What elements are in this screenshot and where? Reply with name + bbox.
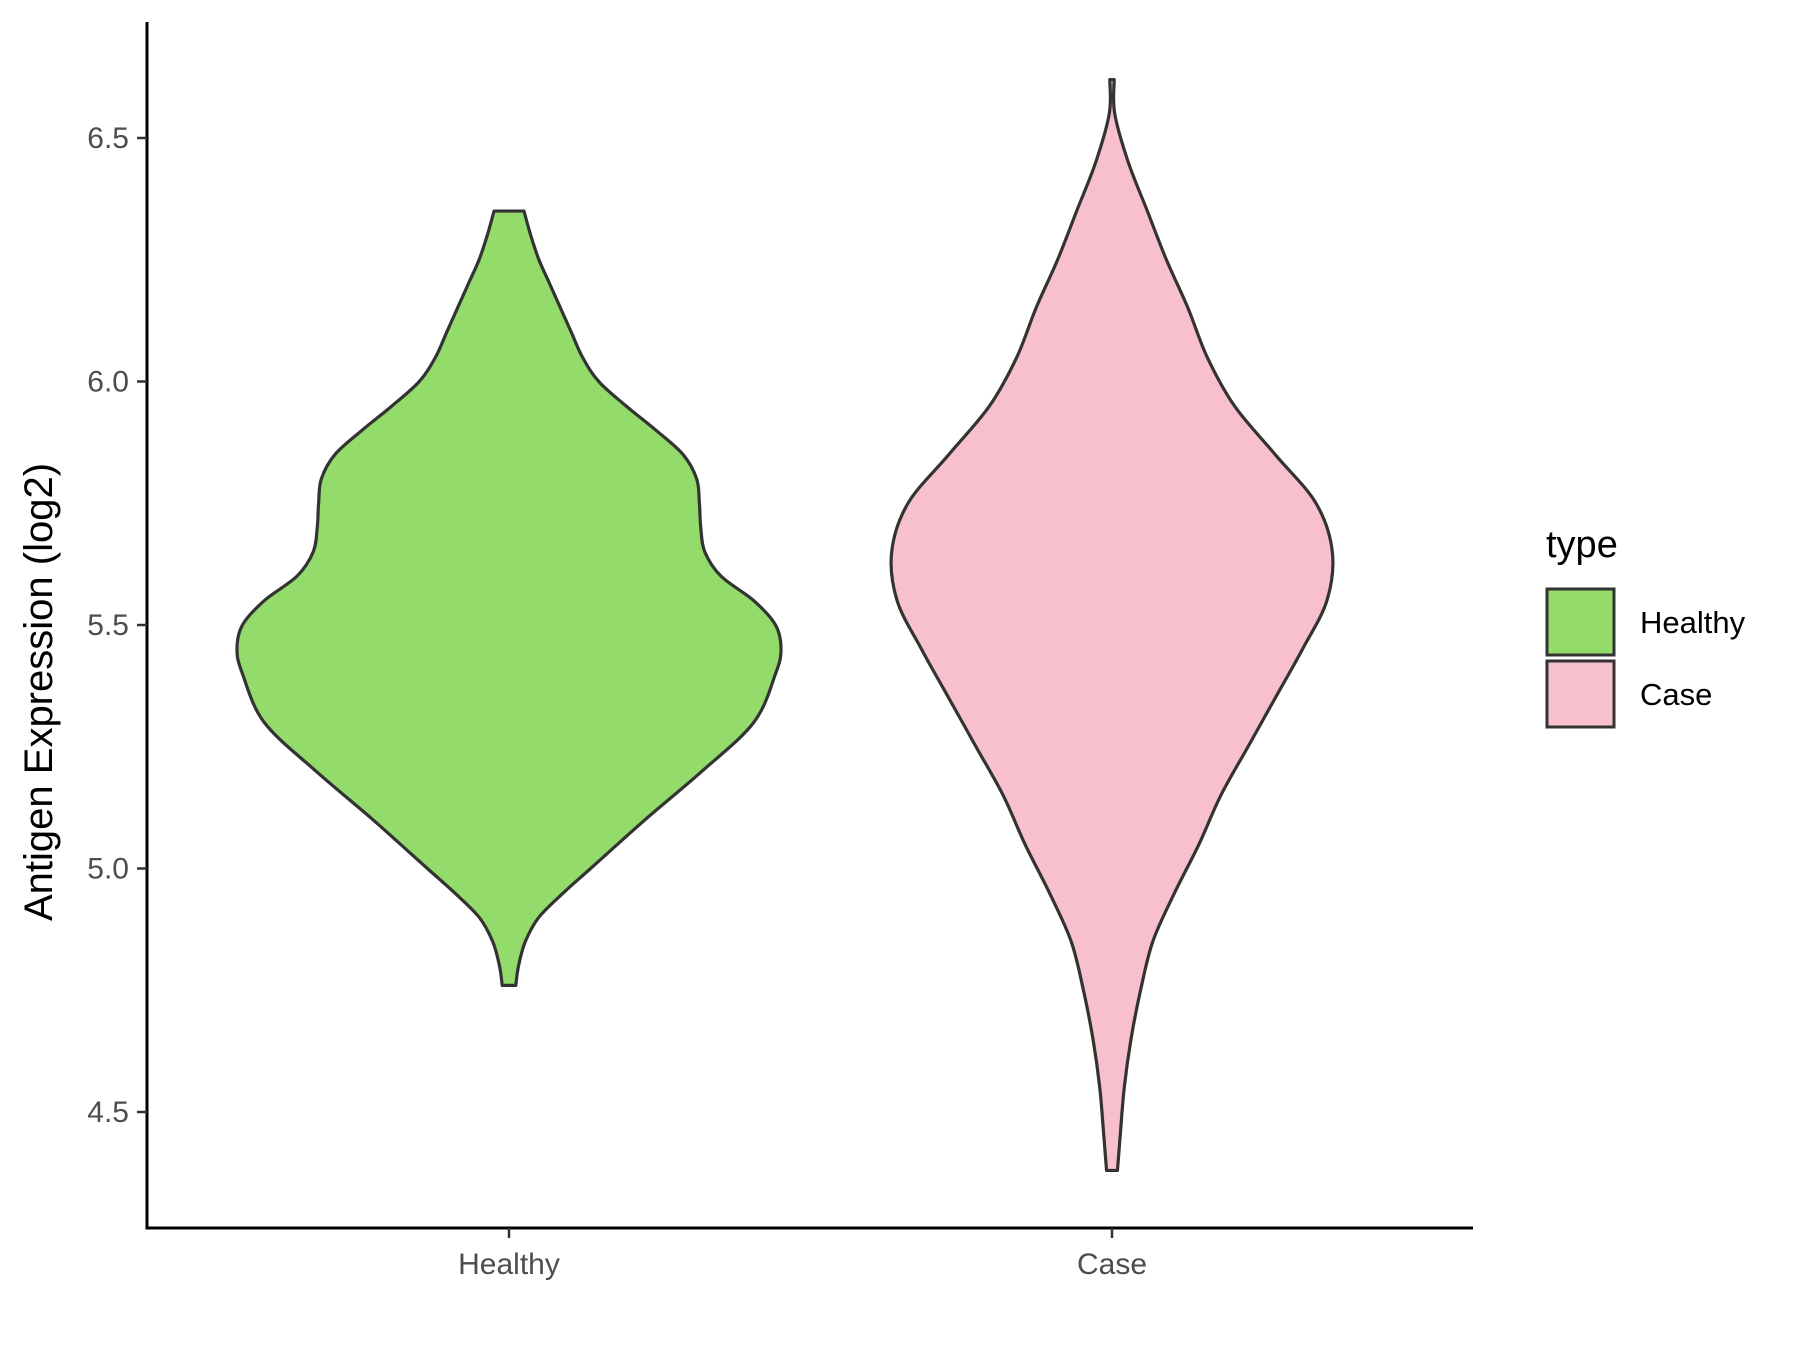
legend-swatch-healthy (1545, 587, 1616, 657)
y-axis-title: Antigen Expression (log2) (17, 463, 61, 921)
y-tick-label: 5.5 (87, 609, 129, 642)
x-tick-label: Case (1077, 1248, 1147, 1281)
legend-swatch-case (1545, 659, 1616, 729)
y-tick-label: 5.0 (87, 853, 129, 886)
legend-label-case: Case (1640, 677, 1712, 712)
y-tick-label: 6.5 (87, 122, 129, 155)
legend-title: type (1546, 524, 1618, 566)
y-tick-label: 6.0 (87, 366, 129, 399)
legend: type Healthy Case (1545, 524, 1746, 729)
violin-healthy (235, 209, 783, 987)
legend-entries: Healthy Case (1545, 587, 1746, 729)
x-axis-ticks: Healthy Case (458, 1228, 1147, 1281)
legend-label-healthy: Healthy (1640, 605, 1746, 640)
plot-area (235, 77, 1335, 1173)
violin-case (889, 77, 1335, 1173)
y-axis-ticks: 4.5 5.0 5.5 6.0 6.5 (87, 122, 147, 1129)
x-tick-label: Healthy (458, 1248, 560, 1281)
y-tick-label: 4.5 (87, 1096, 129, 1129)
